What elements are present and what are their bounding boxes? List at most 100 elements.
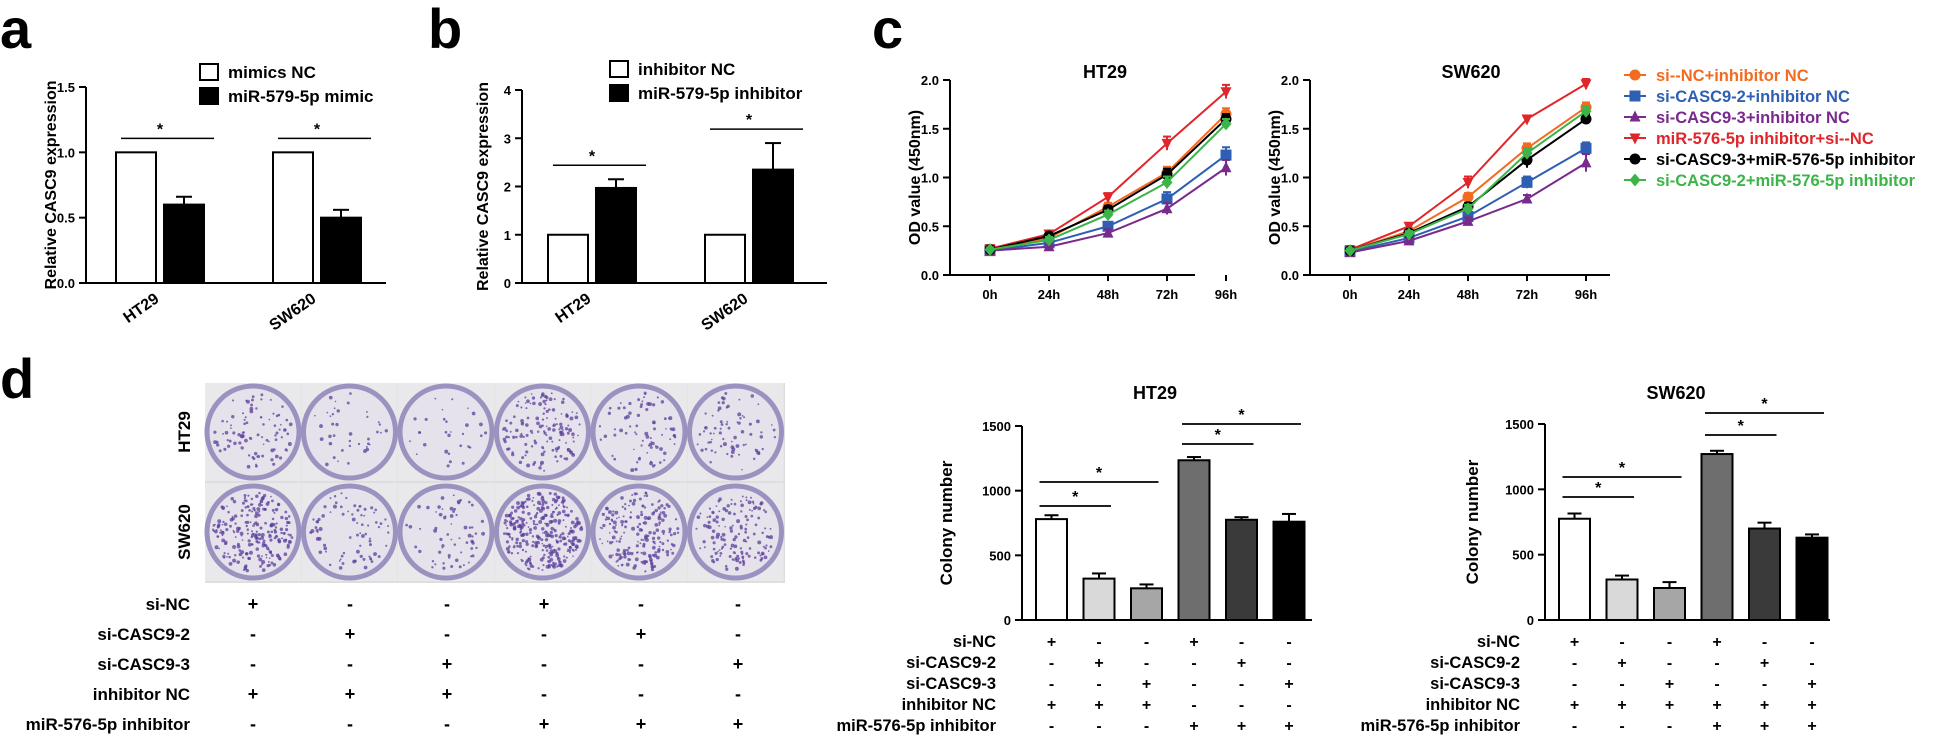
colony-dot [366, 415, 369, 418]
colony-dot [738, 453, 741, 456]
colony-dot [426, 505, 430, 510]
colony-dot [563, 457, 566, 460]
significance-star: * [314, 121, 321, 138]
colony-dot [280, 515, 284, 520]
x-tick-label: SW620 [699, 290, 752, 334]
colony-dot [627, 546, 631, 550]
colony-dot [503, 440, 507, 444]
treatment-row-label: si-CASC9-3 [1430, 675, 1520, 693]
colony-dot [541, 495, 544, 499]
panel-letter-d: d [0, 347, 34, 410]
colony-dot [561, 498, 566, 503]
y-axis-label: Colony number [1463, 459, 1482, 584]
y-tick-label: 1000 [1505, 482, 1534, 497]
colony-dot [530, 445, 534, 448]
data-point [1521, 192, 1533, 204]
colony-dot [356, 521, 359, 524]
colony-dot [244, 499, 248, 503]
colony-dot [470, 547, 474, 550]
y-tick-label: 1.5 [57, 80, 75, 95]
data-point [1220, 87, 1232, 99]
colony-dot [435, 511, 438, 513]
colony-dot [417, 504, 421, 509]
colony-dot [329, 497, 332, 500]
colony-dot [274, 526, 278, 529]
x-tick-label: 0h [1342, 287, 1357, 302]
treatment-sign: + [1570, 634, 1579, 651]
colony-dot [274, 438, 278, 442]
colony-dot [267, 561, 270, 563]
colony-dot [440, 496, 445, 500]
colony-dot [559, 563, 563, 568]
colony-dot [231, 415, 235, 419]
colony-dot [463, 525, 468, 530]
colony-dot [570, 529, 573, 533]
colony-dot [711, 529, 716, 533]
colony-dot [218, 449, 222, 453]
colony-dot [363, 507, 367, 511]
colony-dot [523, 524, 526, 527]
colony-dot [377, 555, 381, 558]
colony-dot [445, 420, 448, 423]
colony-dot [340, 448, 344, 452]
treatment-row-label: si-CASC9-3 [97, 655, 190, 674]
colony-dot [730, 502, 733, 506]
colony-dot [529, 517, 533, 520]
colony-dot [530, 393, 533, 395]
colony-dot [510, 511, 513, 515]
legend-swatch-inhibitor-nc [609, 60, 629, 78]
colony-dot [659, 447, 663, 451]
colony-dot [341, 512, 345, 516]
colony-dot [226, 420, 229, 423]
colony-dot [521, 539, 526, 543]
treatment-sign: - [735, 594, 741, 614]
bar-mir-579-5p-mimic-sw620 [320, 216, 362, 285]
treatment-sign: + [1712, 697, 1721, 714]
colony-dot [244, 438, 248, 443]
colony-dot [335, 422, 339, 427]
colony-dot [567, 424, 570, 427]
colony-dot [720, 537, 724, 541]
colony-dot [696, 443, 699, 446]
bar-sw620-5 [1748, 527, 1781, 621]
data-point [1521, 154, 1533, 166]
colony-dot [531, 396, 536, 400]
colony-dot [638, 522, 642, 526]
colony-dot [360, 513, 363, 517]
colony-dot [260, 398, 263, 401]
treatment-sign: + [1760, 718, 1769, 735]
colony-dot [450, 564, 454, 568]
bar-ht29-3 [1130, 587, 1163, 622]
colony-dot [654, 551, 658, 554]
colony-dot [233, 441, 237, 446]
colony-dot [671, 427, 676, 432]
colony-dot [722, 437, 725, 441]
colony-dot [615, 524, 617, 527]
colony-dot [731, 558, 735, 561]
colony-dot [329, 415, 332, 418]
treatment-sign: - [1096, 634, 1101, 651]
colony-dot [442, 566, 446, 570]
colony-dot [356, 533, 359, 537]
y-tick-label: 0.5 [57, 211, 75, 226]
colony-dot [730, 498, 733, 501]
bar-mimics-nc-sw620 [272, 151, 314, 284]
colony-dot [278, 428, 281, 431]
colony-dot [250, 403, 254, 407]
colony-dot [455, 513, 458, 517]
colony-dot [542, 412, 545, 415]
colony-dot [417, 431, 421, 434]
colony-dot [641, 400, 644, 403]
colony-dot [227, 444, 231, 448]
colony-dot [632, 498, 637, 503]
colony-dot [470, 503, 474, 507]
colony-dot [268, 557, 271, 560]
colony-dot [724, 525, 726, 528]
treatment-sign: + [345, 684, 356, 704]
colony-dot [509, 421, 513, 425]
colony-dot [710, 449, 714, 452]
colony-dot [229, 524, 232, 528]
colony-dot [222, 507, 225, 510]
data-point [1580, 113, 1592, 125]
colony-dot [652, 564, 657, 569]
